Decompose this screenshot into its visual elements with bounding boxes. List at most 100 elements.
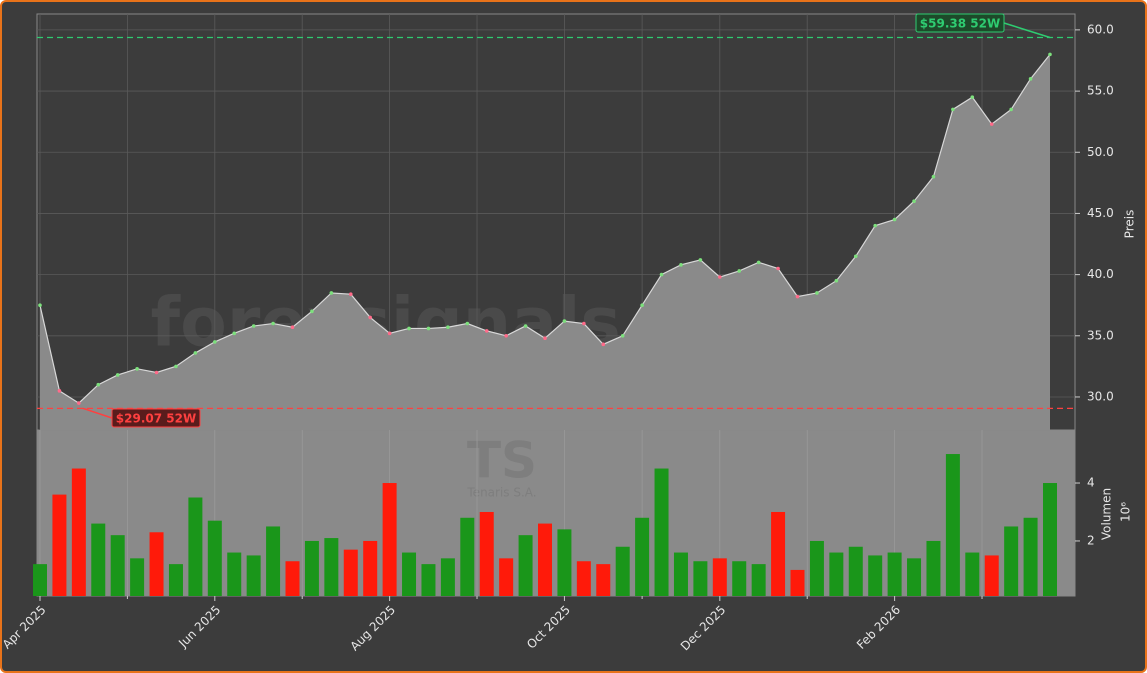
- volume-bar: [304, 540, 319, 596]
- volume-bar: [926, 540, 941, 596]
- volume-bar: [324, 538, 339, 596]
- volume-bar: [829, 552, 844, 596]
- price-point: [407, 326, 411, 331]
- price-point: [737, 269, 742, 273]
- volume-bar: [538, 523, 552, 596]
- volume-bar: [732, 561, 747, 596]
- y-tick-label: 35.0: [1087, 328, 1114, 342]
- price-point: [659, 272, 664, 277]
- price-point: [232, 331, 237, 336]
- price-point: [484, 329, 489, 333]
- price-point: [795, 294, 800, 299]
- x-tick-label: Feb 2026: [854, 603, 903, 652]
- y-tick-label: 45.0: [1087, 206, 1114, 220]
- price-point: [620, 333, 625, 338]
- price-point: [329, 291, 334, 295]
- axis-offset-label: 10⁶: [1119, 502, 1133, 522]
- price-point: [756, 260, 761, 265]
- price-point: [154, 370, 159, 375]
- volume-bar: [499, 558, 514, 596]
- price-point: [1048, 52, 1052, 57]
- price-point: [989, 122, 994, 126]
- y-tick-label: 60.0: [1087, 22, 1114, 36]
- volume-bar: [984, 555, 999, 596]
- volume-bar: [1023, 517, 1038, 596]
- volume-bar: [635, 517, 650, 596]
- price-point: [834, 278, 839, 283]
- volume-bar: [518, 535, 533, 596]
- y-tick-label: 50.0: [1087, 145, 1114, 159]
- price-point: [446, 325, 450, 330]
- volume-bar: [790, 569, 805, 596]
- x-tick-label: Oct 2025: [524, 603, 573, 652]
- extreme-label-box: [915, 13, 1005, 33]
- price-point: [38, 303, 42, 308]
- price-point: [640, 303, 644, 308]
- volume-bar: [130, 558, 145, 596]
- price-point: [77, 401, 81, 405]
- volume-bar: [654, 468, 669, 596]
- extreme-arrow: [1003, 22, 1051, 39]
- volume-bar: [693, 561, 708, 596]
- price-point: [543, 336, 547, 341]
- volume-bar: [907, 558, 922, 596]
- volume-bar: [343, 549, 358, 596]
- volume-bar: [965, 552, 980, 596]
- volume-bar: [1004, 526, 1019, 596]
- watermark-symbol: TS: [467, 432, 537, 490]
- y-tick-label: 55.0: [1087, 84, 1114, 98]
- volume-bar: [673, 552, 688, 596]
- volume-bar: [382, 483, 397, 596]
- price-point: [1009, 107, 1013, 112]
- price-point: [57, 389, 62, 393]
- volume-bar: [1043, 483, 1057, 596]
- extreme-arrow: [82, 407, 113, 419]
- price-point: [815, 291, 819, 295]
- price-point: [892, 217, 897, 222]
- x-tick-label: Dec 2025: [678, 603, 729, 654]
- price-point: [310, 309, 314, 314]
- y-axis-label: Volumen: [1100, 488, 1114, 540]
- price-point: [115, 373, 120, 377]
- volume-bar: [596, 564, 611, 596]
- volume-bar: [615, 546, 630, 596]
- volume-bar: [188, 497, 203, 596]
- price-point: [562, 319, 567, 323]
- price-point: [698, 258, 703, 262]
- price-point: [193, 351, 198, 355]
- volume-bar: [557, 529, 572, 596]
- price-point: [426, 326, 431, 331]
- extreme-label: $59.38 52W: [920, 17, 1000, 31]
- extreme-label: $29.07 52W: [116, 412, 196, 426]
- volume-bar: [168, 564, 183, 596]
- volume-bar: [712, 558, 727, 596]
- price-point: [135, 367, 139, 371]
- price-point: [582, 321, 586, 326]
- volume-bar: [751, 564, 766, 596]
- x-tick-label: Aug 2025: [347, 603, 398, 654]
- volume-bar: [91, 523, 106, 596]
- volume-bar: [363, 540, 378, 596]
- volume-bar: [848, 546, 863, 596]
- volume-bar: [402, 552, 417, 596]
- volume-bar: [285, 561, 300, 596]
- x-tick-label: Apr 2025: [2, 603, 49, 652]
- volume-bar: [227, 552, 242, 596]
- y-tick-label: 40.0: [1087, 267, 1114, 281]
- volume-bar: [809, 540, 824, 596]
- price-point: [368, 315, 372, 320]
- price-point: [251, 324, 256, 328]
- volume-bar: [421, 564, 436, 596]
- price-point: [931, 174, 936, 179]
- price-area: [40, 54, 1050, 431]
- price-point: [951, 107, 955, 112]
- price-point: [523, 324, 528, 328]
- price-point: [290, 325, 295, 330]
- price-point: [465, 321, 470, 326]
- volume-bar: [945, 454, 960, 596]
- extreme-label-box: [111, 408, 201, 428]
- price-point: [387, 331, 392, 336]
- y-tick-label: 2: [1087, 533, 1095, 547]
